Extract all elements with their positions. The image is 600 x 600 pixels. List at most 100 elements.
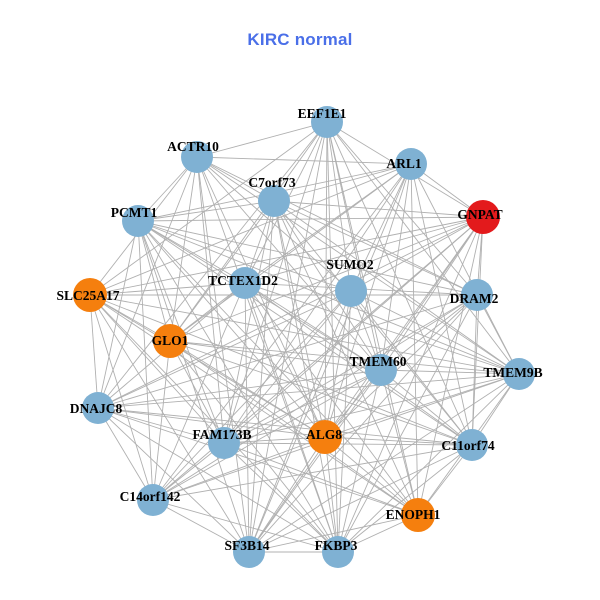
- network-edge: [324, 163, 412, 438]
- network-edge: [152, 282, 246, 501]
- page-title: KIRC normal: [247, 30, 353, 49]
- network-edge: [350, 290, 520, 375]
- network-edge: [196, 156, 412, 165]
- network-edge: [244, 282, 419, 516]
- network-edge: [248, 514, 419, 553]
- network-node-sf3b14[interactable]: [233, 536, 265, 568]
- network-edge: [223, 442, 473, 446]
- network-edge: [380, 369, 473, 446]
- network-edge: [337, 369, 382, 553]
- network-edge: [89, 294, 419, 516]
- network-edge: [350, 216, 484, 292]
- network-node-fam173b[interactable]: [208, 427, 240, 459]
- network-edge: [380, 369, 419, 516]
- network-node-dnajc8[interactable]: [82, 392, 114, 424]
- network-edge: [89, 294, 326, 438]
- network-edge: [273, 200, 484, 218]
- network-node-glo1[interactable]: [153, 324, 187, 358]
- network-edge: [137, 220, 246, 284]
- network-edge: [89, 163, 412, 296]
- network-edge: [137, 220, 520, 375]
- network-edge: [97, 407, 326, 438]
- network-node-eef1e1[interactable]: [311, 106, 343, 138]
- network-edge: [169, 340, 419, 516]
- network-edge: [223, 442, 419, 516]
- network-edge: [169, 121, 328, 342]
- network-edge: [97, 407, 250, 553]
- network-edge: [471, 216, 484, 446]
- network-edge: [248, 121, 328, 553]
- network-node-tmem9b[interactable]: [503, 358, 535, 390]
- network-node-tmem60[interactable]: [365, 354, 397, 386]
- network-node-actr10[interactable]: [181, 141, 213, 173]
- network-edge: [223, 290, 352, 444]
- network-edge: [244, 216, 484, 284]
- network-edge: [89, 294, 154, 501]
- network-node-fkbp3[interactable]: [322, 536, 354, 568]
- network-edge: [89, 294, 520, 375]
- network-edge: [273, 200, 382, 371]
- network-edge: [196, 156, 225, 444]
- network-edge: [89, 294, 250, 553]
- network-edge: [223, 369, 382, 444]
- network-node-slc25a17[interactable]: [73, 278, 107, 312]
- network-edge: [152, 369, 382, 501]
- network-edge: [152, 499, 339, 553]
- network-node-alg8[interactable]: [308, 420, 342, 454]
- network-edge: [223, 442, 339, 553]
- network-edge: [326, 121, 352, 292]
- network-edge: [152, 216, 484, 501]
- network-edge: [152, 436, 326, 501]
- network-edge: [169, 340, 225, 444]
- network-node-dram2[interactable]: [461, 279, 493, 311]
- network-edge: [97, 373, 520, 409]
- network-edge: [196, 156, 520, 375]
- network-edge: [196, 156, 326, 438]
- network-node-c14orf142[interactable]: [137, 484, 169, 516]
- network-edge: [324, 436, 419, 516]
- network-edge: [169, 340, 339, 553]
- network-edge: [244, 282, 250, 553]
- network-edge: [137, 220, 250, 553]
- network-node-tctex1d2[interactable]: [229, 267, 261, 299]
- network-edge: [97, 407, 225, 444]
- network-edge: [196, 156, 352, 292]
- network-edge: [223, 294, 478, 444]
- network-edge: [152, 499, 250, 553]
- network-node-pcmt1[interactable]: [122, 205, 154, 237]
- network-node-gnpat[interactable]: [466, 200, 500, 234]
- network-edge: [137, 220, 339, 553]
- network-edge: [326, 121, 520, 375]
- network-edge: [350, 290, 473, 446]
- network-edge: [89, 282, 246, 296]
- network-node-sumo2[interactable]: [335, 275, 367, 307]
- network-node-enoph1[interactable]: [401, 498, 435, 532]
- network-edge: [97, 407, 154, 501]
- network-edge: [248, 294, 478, 553]
- network-edge: [273, 200, 473, 446]
- network-edge: [152, 444, 473, 501]
- network-edge: [223, 200, 275, 444]
- network-edge: [248, 373, 520, 553]
- network-edge: [89, 216, 484, 296]
- network-node-c11orf74[interactable]: [456, 429, 488, 461]
- network-node-c7orf73[interactable]: [258, 185, 290, 217]
- network-edge: [273, 200, 520, 375]
- network-edge: [196, 156, 250, 553]
- network-edge: [137, 220, 154, 501]
- network-edge: [97, 369, 382, 409]
- network-edge: [169, 216, 484, 342]
- network-edge: [152, 340, 171, 501]
- network-edge: [196, 121, 328, 158]
- network-edge: [223, 216, 484, 444]
- network-edge: [137, 200, 275, 222]
- network-edge: [196, 156, 478, 296]
- network-edge: [244, 282, 520, 375]
- network-edge: [410, 163, 520, 375]
- network-edge: [97, 156, 198, 409]
- network-edge: [248, 444, 473, 553]
- network-edge: [137, 216, 484, 222]
- network-node-arl1[interactable]: [395, 148, 427, 180]
- network-edge: [244, 282, 326, 438]
